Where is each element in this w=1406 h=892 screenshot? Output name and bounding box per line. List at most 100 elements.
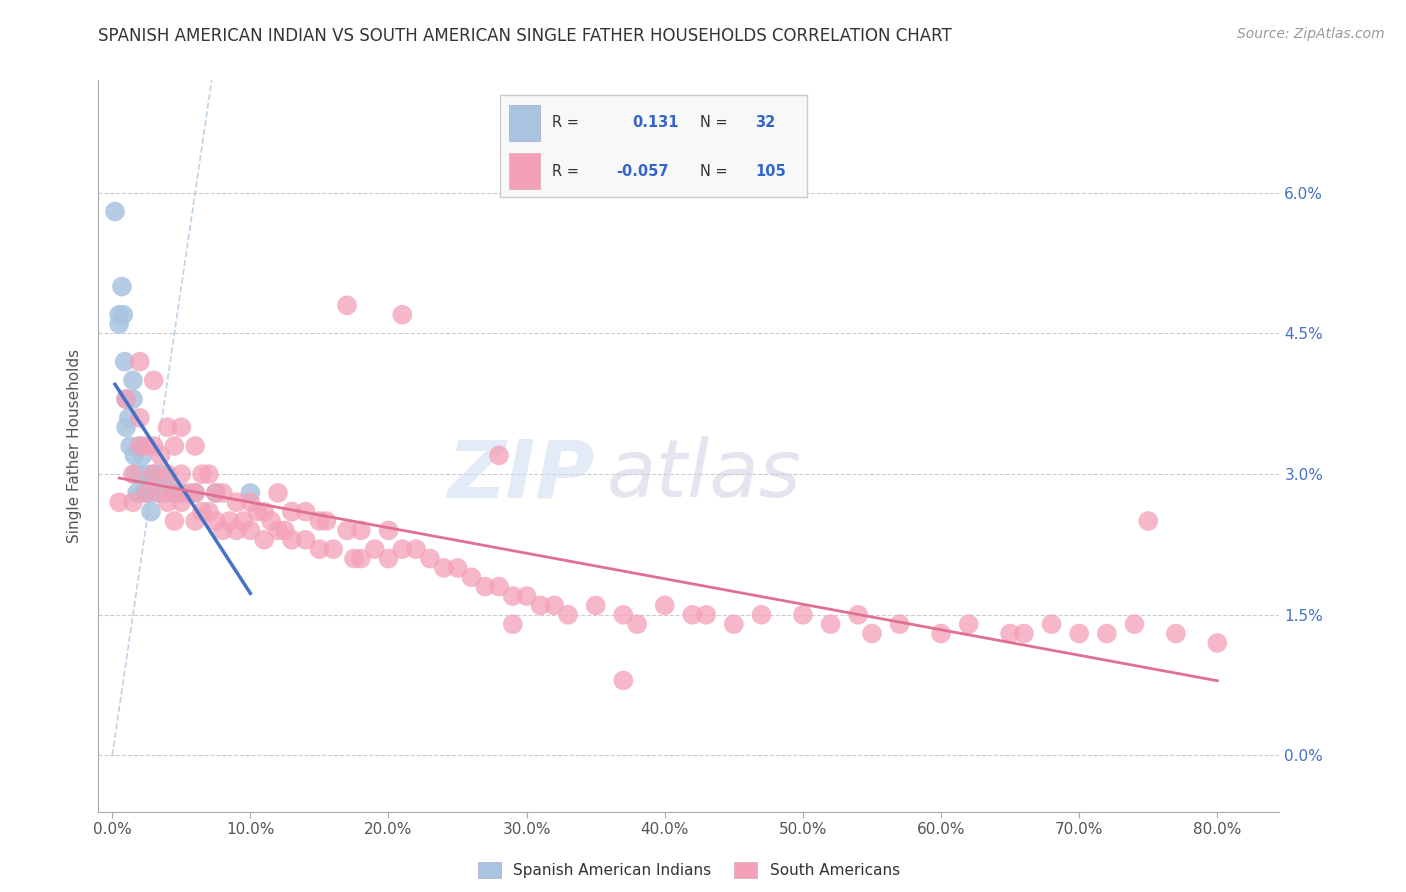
Point [135,467,157,482]
Point [612,607,634,622]
Point [792,607,814,622]
Point [128,439,150,453]
Point [929,626,952,640]
Point [120,439,142,453]
Text: SPANISH AMERICAN INDIAN VS SOUTH AMERICAN SINGLE FATHER HOUSEHOLDS CORRELATION C: SPANISH AMERICAN INDIAN VS SOUTH AMERICA… [98,27,952,45]
Point [377,524,399,538]
Point [391,308,413,322]
Point [460,570,482,584]
Point [108,308,131,322]
Point [156,467,179,482]
Point [108,317,131,331]
Point [191,467,214,482]
Point [860,626,883,640]
Point [281,533,304,547]
Point [488,449,510,463]
Point [142,467,165,482]
Point [205,514,228,528]
Point [557,607,579,622]
Point [128,354,150,368]
Point [433,561,456,575]
Point [184,486,207,500]
Point [128,439,150,453]
Point [957,617,980,632]
Point [336,524,359,538]
Point [267,486,290,500]
Point [998,626,1021,640]
Point [405,542,427,557]
Point [114,354,136,368]
Point [239,524,262,538]
Point [391,542,413,557]
Point [128,467,150,482]
Text: atlas: atlas [606,436,801,515]
Point [128,410,150,425]
Point [156,476,179,491]
Point [322,542,344,557]
Point [343,551,366,566]
Point [118,410,141,425]
Point [1164,626,1187,640]
Point [751,607,773,622]
Point [112,308,135,322]
Point [136,486,159,500]
Point [127,486,149,500]
Point [142,467,165,482]
Point [104,204,127,219]
Point [225,524,247,538]
Point [170,467,193,482]
Point [695,607,717,622]
Point [232,514,254,528]
Point [170,486,193,500]
Point [488,580,510,594]
Point [681,607,703,622]
Point [131,449,153,463]
Point [1069,626,1091,640]
Point [889,617,911,632]
Point [474,580,496,594]
Legend: Spanish American Indians, South Americans: Spanish American Indians, South American… [472,856,905,885]
Point [124,449,146,463]
Point [163,439,186,453]
Point [274,524,297,538]
Point [122,495,145,509]
Point [419,551,441,566]
Point [529,599,551,613]
Point [846,607,869,622]
Point [205,486,228,500]
Point [626,617,648,632]
Point [308,514,330,528]
Point [142,373,165,387]
Point [294,505,316,519]
Point [170,420,193,434]
Point [377,551,399,566]
Point [543,599,565,613]
Point [198,505,221,519]
Point [363,542,385,557]
Point [1095,626,1118,640]
Point [115,392,138,406]
Point [239,486,262,500]
Point [163,486,186,500]
Point [205,486,228,500]
Point [239,495,262,509]
Point [723,617,745,632]
Point [246,505,269,519]
Point [115,392,138,406]
Y-axis label: Single Father Households: Single Father Households [67,349,83,543]
Point [184,486,207,500]
Point [149,467,172,482]
Point [350,524,373,538]
Point [170,495,193,509]
Point [184,439,207,453]
Point [122,392,145,406]
Point [135,486,157,500]
Point [253,505,276,519]
Point [177,486,200,500]
Point [1040,617,1063,632]
Point [163,514,186,528]
Point [612,673,634,688]
Point [108,495,131,509]
Point [218,514,240,528]
Point [502,617,524,632]
